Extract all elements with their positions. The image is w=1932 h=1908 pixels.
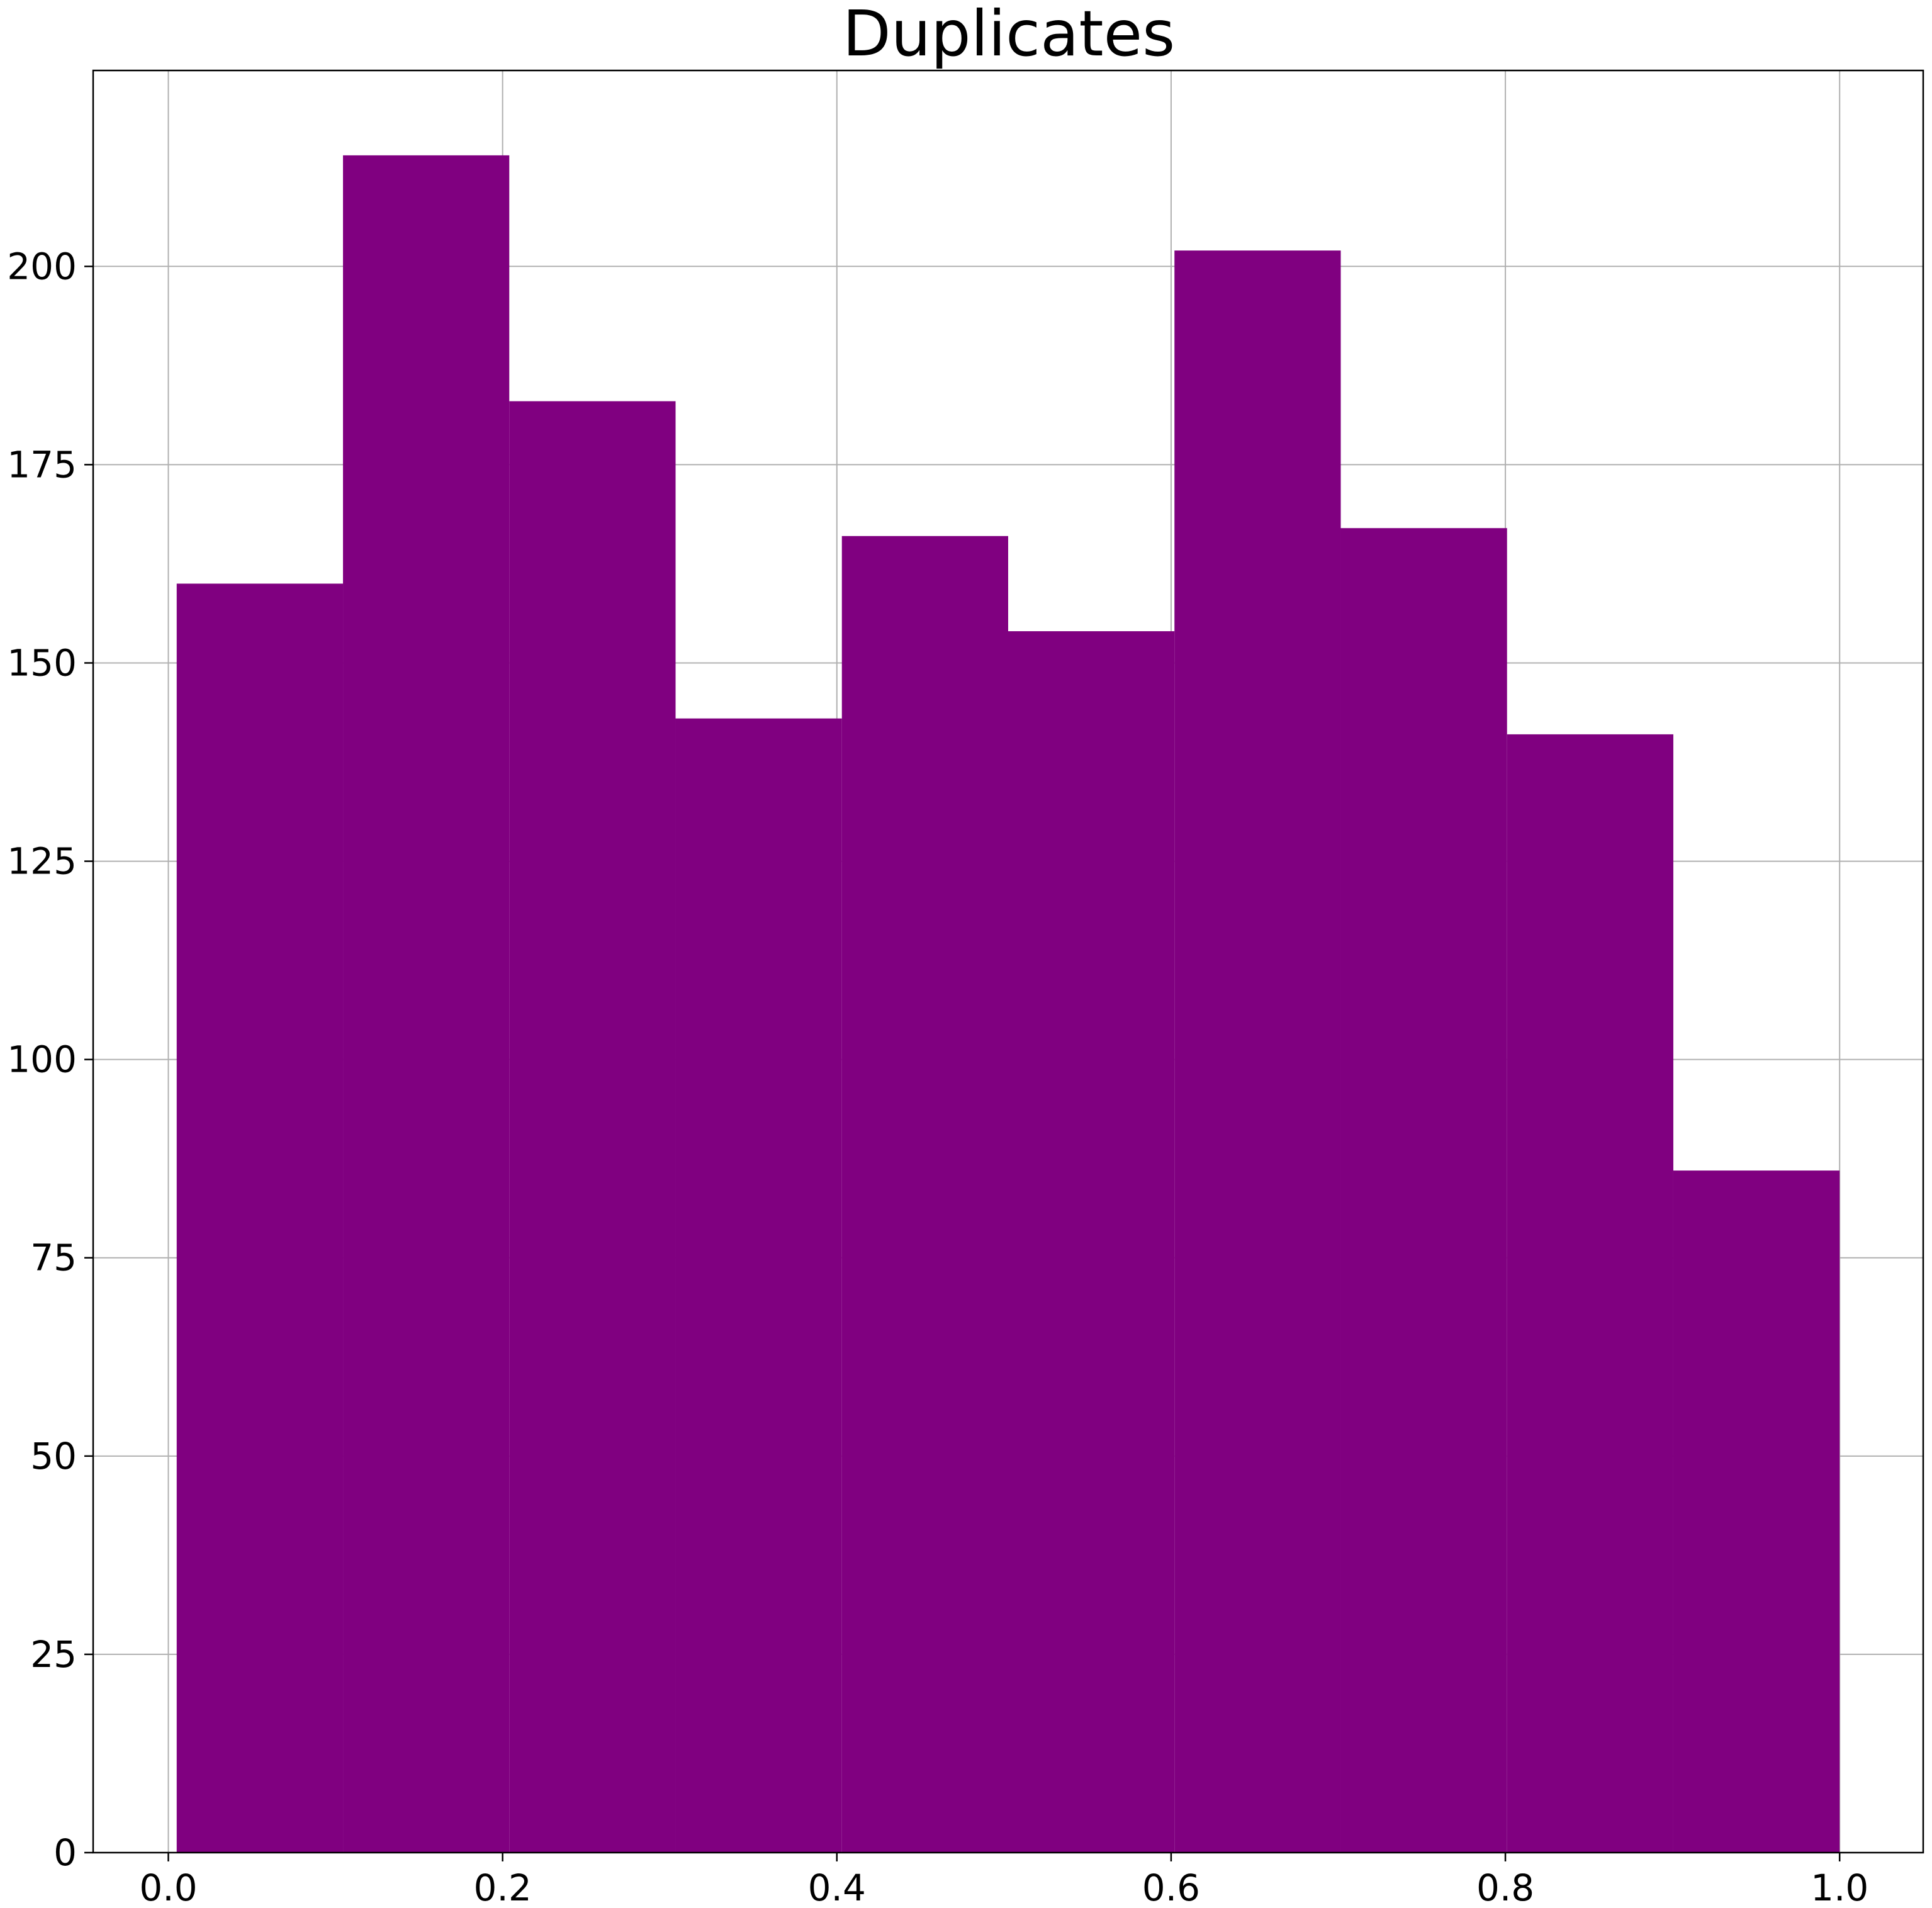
y-tick-label: 200 [7, 245, 77, 288]
histogram-bar [1673, 1170, 1840, 1853]
x-tick-label: 1.0 [1811, 1866, 1868, 1908]
chart-title: Duplicates [843, 0, 1176, 70]
x-tick-label: 0.8 [1476, 1866, 1534, 1908]
histogram-bar [1340, 528, 1507, 1853]
histogram-bar [1174, 250, 1341, 1853]
y-tick-label: 0 [53, 1831, 77, 1874]
y-tick-label: 25 [30, 1633, 77, 1676]
histogram-bars [176, 155, 1840, 1853]
x-tick-label: 0.4 [808, 1866, 866, 1908]
y-tick-label: 75 [30, 1237, 77, 1279]
y-tick-label: 150 [7, 641, 77, 684]
y-tick-label: 50 [30, 1435, 77, 1478]
histogram-bar [509, 401, 676, 1853]
axes-frame [92, 69, 1924, 1854]
y-tick-label: 100 [7, 1038, 77, 1081]
histogram-bar [841, 536, 1008, 1853]
x-tick-label: 0.2 [474, 1866, 532, 1908]
y-tick-label: 175 [7, 443, 77, 486]
y-tick-label: 125 [7, 840, 77, 883]
histogram-bar [675, 718, 842, 1853]
x-tick-label: 0.6 [1142, 1866, 1200, 1908]
histogram-bar [343, 155, 510, 1853]
histogram-bar [176, 583, 344, 1853]
x-tick-label: 0.0 [139, 1866, 197, 1908]
histogram-bar [1507, 734, 1673, 1853]
histogram-bar [1008, 631, 1175, 1853]
x-axis-ticks: 0.0 0.2 0.4 0.6 0.8 1.0 [139, 1853, 1868, 1908]
y-axis-ticks: 0 25 50 75 100 125 150 175 200 [7, 245, 93, 1874]
